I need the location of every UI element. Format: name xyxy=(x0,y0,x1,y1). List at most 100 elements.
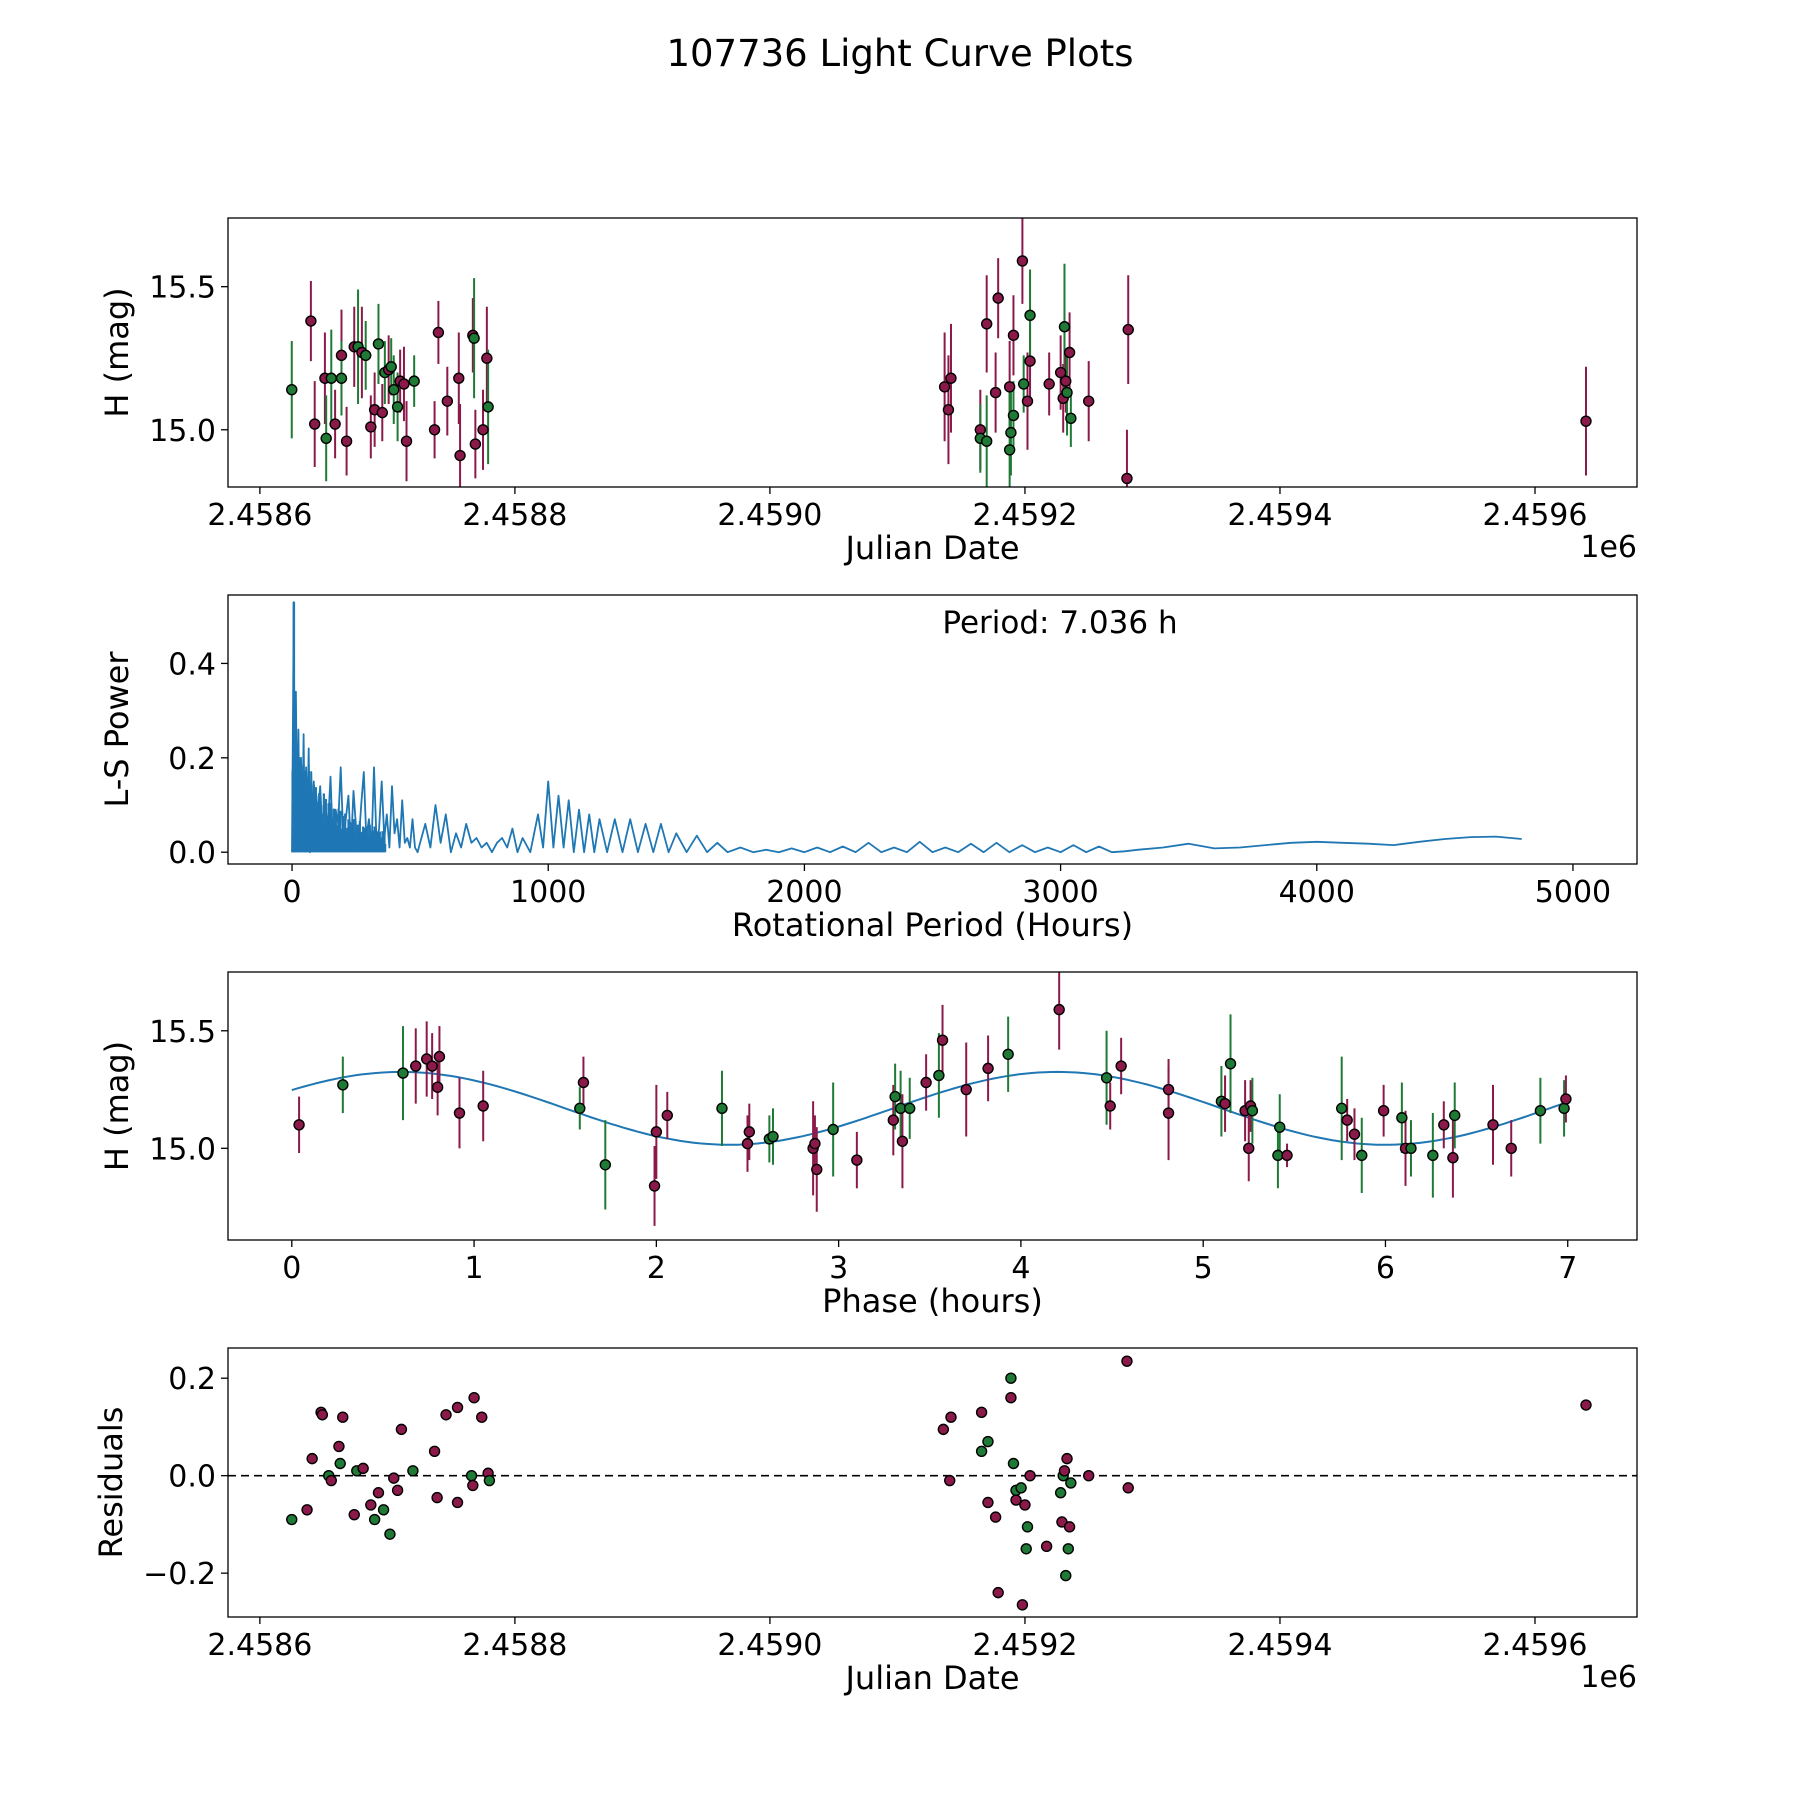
data-point xyxy=(1104,1100,1116,1112)
data-point xyxy=(1438,1119,1450,1131)
data-point xyxy=(980,435,993,447)
data-point xyxy=(989,386,1002,399)
figure-title: 107736 Light Curve Plots xyxy=(666,32,1133,75)
data-point xyxy=(453,1107,466,1119)
axes-frame xyxy=(227,971,1638,1241)
residual-point xyxy=(468,1392,480,1404)
data-point xyxy=(1121,472,1133,485)
data-point xyxy=(454,449,466,462)
data-point xyxy=(1336,1102,1348,1115)
period-annotation: Period: 7.036 h xyxy=(942,605,1177,641)
data-point xyxy=(1162,1083,1175,1096)
data-point xyxy=(1246,1105,1259,1117)
residual-point xyxy=(395,1423,408,1436)
residual-point xyxy=(377,1504,390,1516)
data-point xyxy=(391,401,404,413)
data-point xyxy=(938,381,951,393)
x-tick-label: 2.4592 xyxy=(972,1628,1077,1663)
residual-point xyxy=(1580,1399,1592,1411)
data-point xyxy=(335,349,348,362)
data-point xyxy=(1281,1149,1293,1162)
residual-point xyxy=(357,1462,369,1475)
data-point xyxy=(809,1137,821,1150)
residual-point xyxy=(428,1445,441,1458)
residual-point xyxy=(476,1411,488,1423)
x-tick-label: 5 xyxy=(1194,1251,1213,1286)
y-tick-label: 15.0 xyxy=(149,1132,216,1167)
data-point xyxy=(410,1060,422,1072)
residual-point xyxy=(337,1411,349,1423)
residual-point xyxy=(391,1484,404,1496)
data-point xyxy=(743,1126,756,1138)
x-axis-label: Julian Date xyxy=(843,529,1019,567)
periodogram-panel: 0 1000 2000 3000 4000 5000 0.0 0.2 0.4 Rotational… xyxy=(98,594,1638,944)
residual-point xyxy=(975,1406,988,1419)
phased-light-curve-panel: 0 1 2 3 4 5 6 7 15.0 15.5 Phase (hours) H (mag) xyxy=(98,971,1638,1320)
residual-point xyxy=(1007,1457,1020,1470)
residual-point xyxy=(301,1504,313,1516)
data-point xyxy=(372,338,385,350)
data-point xyxy=(482,401,494,413)
x-tick-label: 3 xyxy=(829,1251,848,1286)
data-point xyxy=(469,438,482,450)
residual-point xyxy=(451,1401,464,1414)
data-point xyxy=(767,1130,779,1143)
data-point xyxy=(1003,381,1016,393)
data-point xyxy=(385,361,397,373)
data-point xyxy=(329,418,341,430)
data-point xyxy=(1007,409,1020,422)
x-tick-label: 2.4586 xyxy=(207,1628,312,1663)
data-point xyxy=(716,1102,728,1115)
data-point xyxy=(397,1067,409,1079)
y-tick-label: −0.2 xyxy=(143,1557,216,1592)
x-offset-label: 1e6 xyxy=(1580,530,1637,565)
x-tick-label: 2.4586 xyxy=(207,498,312,533)
residual-point xyxy=(325,1474,337,1487)
y-axis-label: H (mag) xyxy=(98,1041,136,1171)
data-point xyxy=(599,1159,612,1171)
residual-point xyxy=(1016,1599,1029,1611)
y-axis-label: Residuals xyxy=(92,1407,130,1559)
periodogram-line xyxy=(291,601,1522,854)
data-point xyxy=(577,1076,590,1089)
residual-point xyxy=(1122,1482,1134,1494)
data-point xyxy=(1017,378,1030,390)
x-tick-label: 0 xyxy=(282,1251,301,1286)
data-point xyxy=(309,418,321,430)
data-point xyxy=(1580,415,1592,427)
residual-point xyxy=(1005,1372,1017,1384)
x-tick-label: 2.4592 xyxy=(972,498,1077,533)
residual-point xyxy=(348,1508,360,1521)
data-point xyxy=(1274,1121,1286,1133)
data-point xyxy=(1427,1149,1439,1162)
data-point xyxy=(1122,323,1134,336)
x-axis-label: Phase (hours) xyxy=(822,1282,1043,1320)
data-point xyxy=(1007,329,1020,342)
data-point xyxy=(1219,1097,1231,1110)
residual-point xyxy=(1021,1521,1034,1533)
data-point xyxy=(650,1126,663,1138)
data-point xyxy=(1100,1072,1113,1084)
residual-point xyxy=(333,1440,345,1453)
residual-point xyxy=(975,1445,988,1458)
data-point xyxy=(433,1050,446,1063)
residual-point xyxy=(372,1487,385,1499)
y-tick-label: 0.4 xyxy=(168,647,216,682)
data-point xyxy=(1534,1105,1547,1117)
y-axis-label: H (mag) xyxy=(98,287,136,417)
data-point xyxy=(982,1062,994,1075)
data-point xyxy=(1558,1102,1570,1115)
data-point xyxy=(1065,412,1077,425)
data-point xyxy=(398,378,410,390)
x-offset-label: 1e6 xyxy=(1580,1660,1637,1695)
residual-point xyxy=(1065,1477,1077,1489)
x-tick-label: 5000 xyxy=(1535,875,1611,910)
data-point xyxy=(320,432,332,445)
residual-point xyxy=(365,1499,377,1511)
x-tick-label: 2.4596 xyxy=(1482,498,1587,533)
x-tick-label: 2000 xyxy=(766,875,842,910)
residual-point xyxy=(467,1479,479,1492)
data-point xyxy=(661,1109,673,1122)
y-tick-label: 15.0 xyxy=(149,414,216,449)
data-point xyxy=(1063,346,1076,359)
